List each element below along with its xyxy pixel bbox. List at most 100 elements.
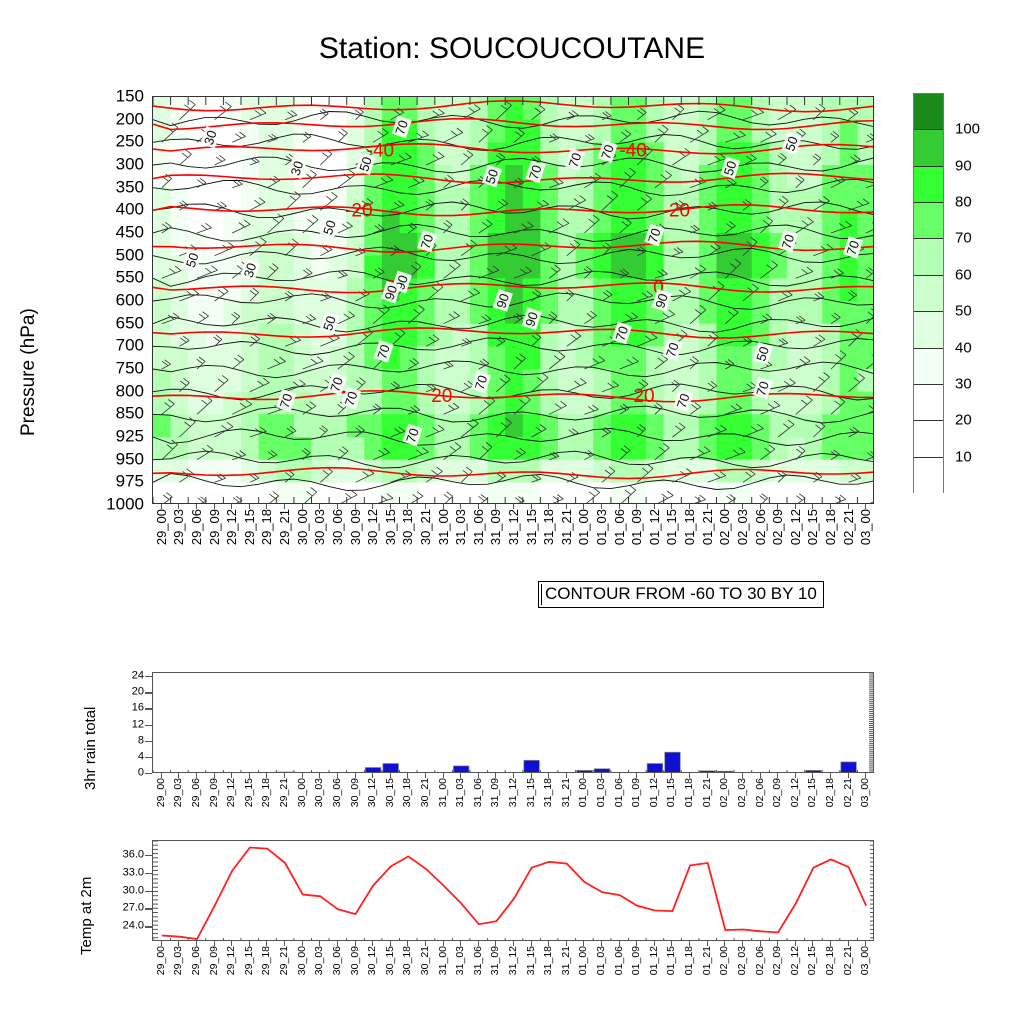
svg-text:30: 30	[288, 159, 307, 177]
svg-text:50: 50	[782, 135, 801, 153]
axis-tick-mark	[407, 504, 409, 509]
rain-bar	[523, 759, 540, 772]
axis-tick-mark	[424, 773, 426, 778]
rain-panel-xtick: 02_09	[771, 778, 784, 808]
temp-panel-xtick: 02_18	[823, 946, 836, 976]
rain-panel-xtick: 01_21	[700, 778, 713, 808]
colorbar-label: 20	[955, 411, 972, 429]
rain-panel-xtick: 29_06	[190, 778, 203, 808]
rain-panel-xtick: 31_18	[542, 778, 555, 808]
main-panel-inner-ticks	[153, 97, 858, 503]
humidity-contour-lines	[153, 110, 873, 491]
rain-panel-xtick: 02_00	[718, 778, 731, 808]
main-panel-xtick: 02_18	[822, 509, 838, 546]
axis-tick-mark	[777, 773, 779, 778]
axis-tick-mark	[372, 941, 374, 946]
axis-tick-mark	[513, 941, 514, 946]
rain-panel-xtick: 31_03	[454, 778, 467, 808]
temp-panel-xtick: 01_18	[683, 946, 696, 976]
main-panel-ytick: 250	[115, 131, 144, 151]
temp-panel-xtick: 30_00	[295, 946, 308, 976]
axis-tick-mark	[724, 773, 726, 778]
svg-text:50: 50	[753, 345, 772, 363]
main-panel-xtick: 30_00	[294, 509, 310, 546]
axis-tick-mark	[741, 773, 743, 778]
svg-text:90: 90	[522, 310, 541, 328]
rain-bar-chart[interactable]	[152, 672, 874, 773]
temp-panel-xtick: 29_03	[172, 946, 185, 976]
rain-panel-xtick: 30_00	[295, 778, 308, 808]
temp-panel-xtick: 29_15	[242, 946, 255, 976]
main-panel-ytick: 800	[115, 381, 144, 401]
axis-tick-mark	[336, 773, 338, 778]
temp-panel-ytick: 36.0	[122, 848, 144, 861]
temp-panel-xtick: 31_21	[559, 946, 572, 976]
rain-panel-xtick: 01_06	[612, 778, 625, 808]
axis-tick-mark	[618, 941, 620, 946]
svg-text:70: 70	[674, 392, 693, 410]
humidity-cross-section-plot[interactable]: -40-40-20-200020203030305050505050505050…	[152, 96, 874, 504]
axis-tick-mark	[583, 773, 585, 778]
main-panel-ytick: 600	[115, 290, 144, 310]
axis-tick-mark	[424, 504, 426, 509]
colorbar-segment	[914, 239, 943, 276]
axis-tick-mark	[145, 708, 152, 710]
temperature-line-chart[interactable]	[152, 840, 874, 941]
main-panel-ytick: 500	[115, 245, 144, 265]
temp-panel-xtick: 01_06	[612, 946, 625, 976]
axis-tick-mark	[407, 773, 409, 778]
temperature-line	[161, 846, 868, 940]
main-panel-xtick: 02_03	[734, 509, 750, 546]
rain-panel-xtick: 01_00	[577, 778, 590, 808]
axis-tick-mark	[865, 773, 867, 778]
axis-tick-mark	[829, 773, 831, 778]
svg-text:30: 30	[241, 261, 260, 279]
rain-bar	[717, 770, 734, 772]
svg-text:0: 0	[653, 277, 664, 298]
main-panel-xtick: 02_09	[770, 509, 786, 546]
axis-tick-mark	[442, 773, 444, 778]
axis-tick-mark	[319, 504, 321, 509]
main-panel-ytick: 975	[115, 471, 144, 491]
axis-tick-mark	[618, 504, 620, 509]
main-panel-xtick: 01_18	[682, 509, 698, 546]
main-panel-xtick: 30_06	[329, 509, 345, 546]
axis-tick-mark	[741, 941, 743, 946]
main-panel-xtick: 01_12	[646, 509, 662, 546]
temp-axis-ticks	[153, 841, 873, 940]
rain-panel-xtick: 01_09	[630, 778, 643, 808]
axis-tick-mark	[653, 773, 655, 778]
rain-bar	[453, 765, 470, 772]
main-panel-xtick: 29_12	[224, 509, 240, 546]
colorbar-segment	[914, 130, 943, 167]
temp-panel-xtick: 02_15	[806, 946, 819, 976]
rain-panel-ytick: 12	[131, 718, 144, 731]
colorbar-label: 60	[955, 266, 972, 284]
axis-tick-mark	[389, 941, 391, 946]
rain-panel-xtick: 02_21	[841, 778, 854, 808]
axis-tick-mark	[583, 941, 585, 946]
axis-tick-mark	[724, 941, 726, 946]
axis-tick-mark	[231, 773, 233, 778]
rain-panel-xtick: 29_00	[154, 778, 167, 808]
axis-tick-mark	[389, 504, 391, 509]
main-panel-xtick: 02_12	[787, 509, 803, 546]
axis-tick-mark	[248, 773, 250, 778]
rain-panel-xtick: 29_15	[242, 778, 255, 808]
temp-panel-xtick: 02_12	[788, 946, 801, 976]
svg-text:90: 90	[652, 292, 671, 310]
rain-bar	[593, 768, 611, 772]
temp-panel-xtick: 01_12	[647, 946, 660, 976]
main-panel-xtick: 29_15	[241, 509, 257, 546]
rain-panel-xtick: 31_09	[489, 778, 502, 808]
axis-tick-mark	[865, 941, 867, 946]
main-panel-xtick: 01_06	[611, 509, 627, 546]
rain-panel-ytick: 0	[137, 766, 144, 779]
axis-tick-mark	[354, 504, 356, 509]
colorbar-segment	[914, 421, 943, 458]
axis-tick-mark	[618, 773, 620, 778]
rain-panel-xtick: 01_18	[683, 778, 696, 808]
axis-tick-mark	[354, 941, 356, 946]
svg-text:20: 20	[633, 386, 654, 407]
